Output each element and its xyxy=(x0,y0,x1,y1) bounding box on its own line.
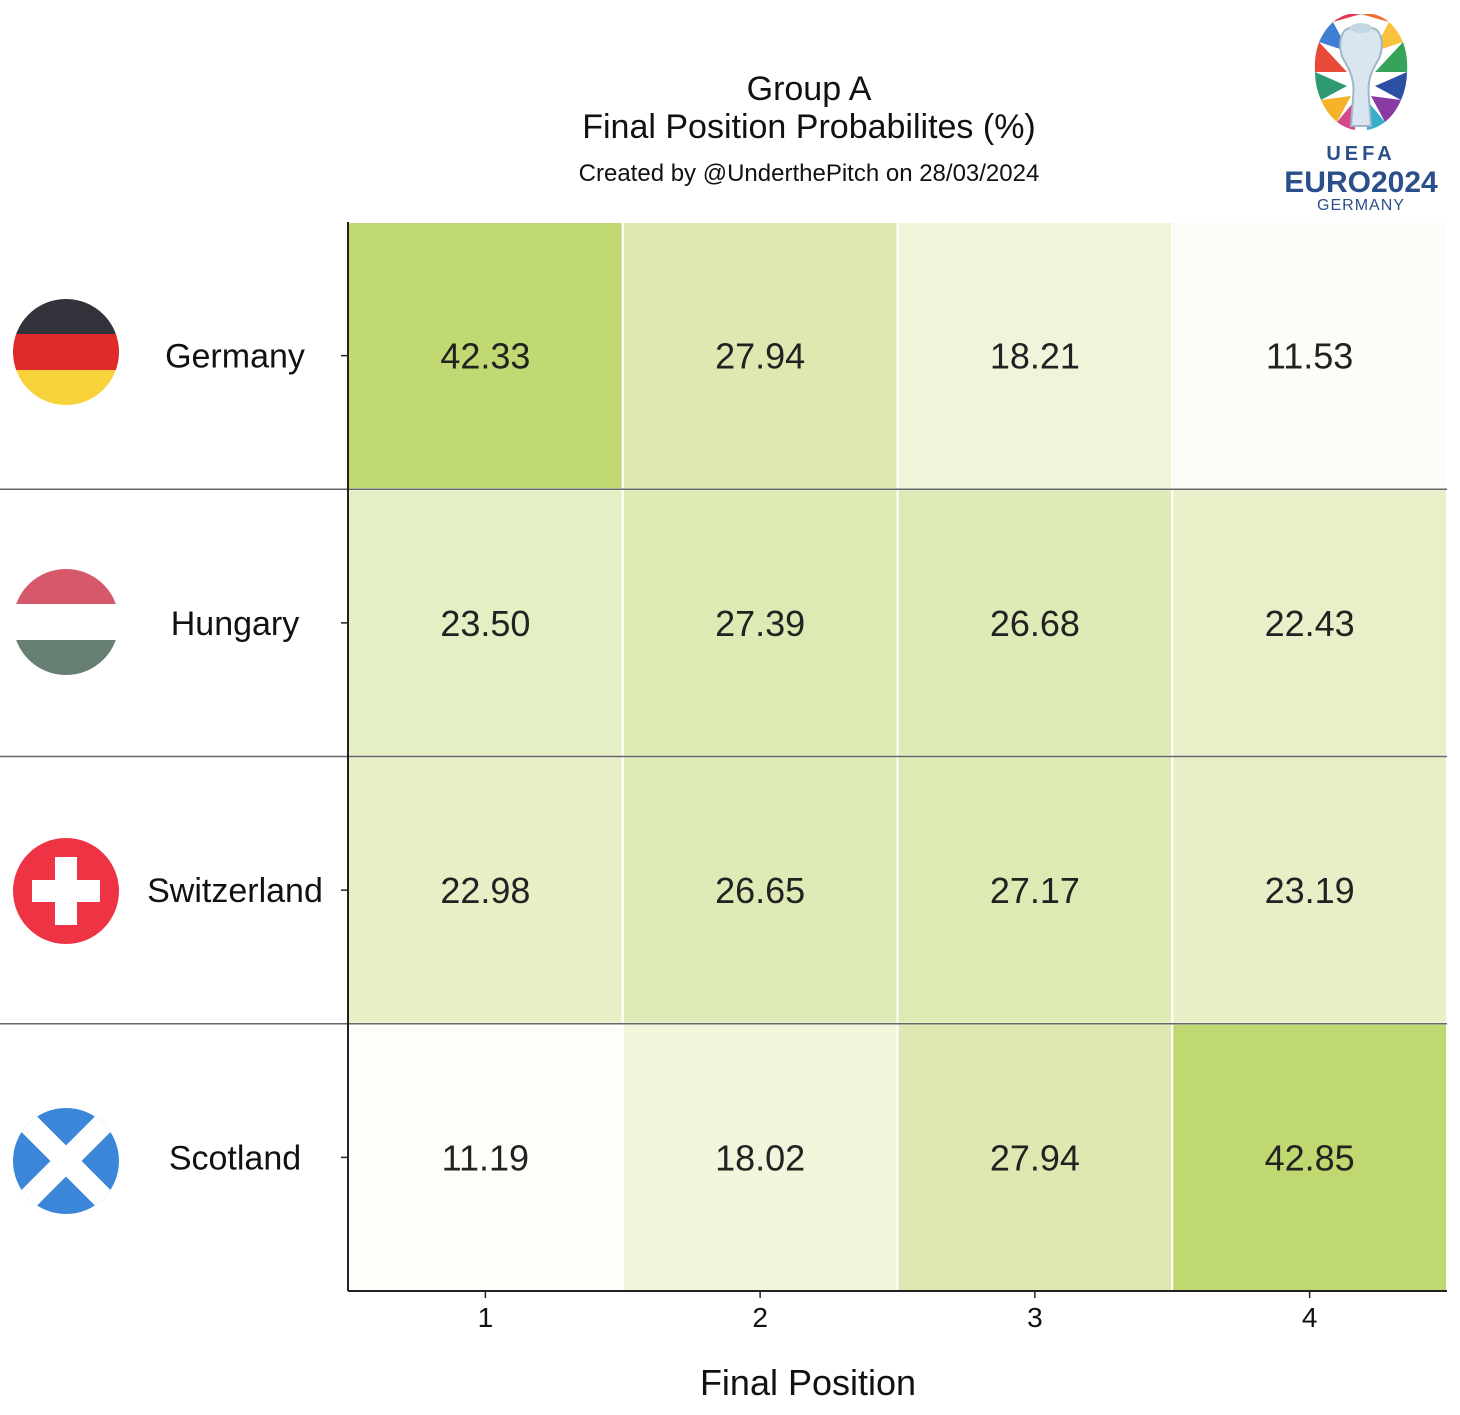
heatmap-cell xyxy=(1171,755,1448,1025)
x-tick-label: 3 xyxy=(1027,1302,1043,1333)
cell-value-label: 42.33 xyxy=(440,336,530,377)
x-tick-label: 1 xyxy=(478,1302,494,1333)
cell-value-label: 11.19 xyxy=(442,1137,529,1178)
cell-value-label: 27.94 xyxy=(715,336,805,377)
cell-value-label: 27.17 xyxy=(990,870,1080,911)
x-tick-label: 4 xyxy=(1302,1302,1318,1333)
x-axis-label: Final Position xyxy=(700,1362,916,1403)
hungary-flag-icon xyxy=(13,569,119,675)
uefa-euro-2024-logo: UEFA EURO2024 GERMANY xyxy=(1284,14,1438,214)
heatmap-cell xyxy=(1171,488,1448,758)
cell-value-label: 26.68 xyxy=(990,603,1080,644)
cell-value-label: 22.98 xyxy=(440,870,530,911)
team-label: Germany xyxy=(165,338,305,376)
cell-value-label: 18.02 xyxy=(715,1137,805,1178)
chart-title: Group A xyxy=(746,70,872,108)
cell-value-label: 42.85 xyxy=(1265,1137,1355,1178)
team-label: Hungary xyxy=(171,605,300,643)
heatmap-cell xyxy=(896,1022,1174,1292)
scotland-flag-icon xyxy=(13,1108,119,1214)
x-tick-label: 2 xyxy=(752,1302,768,1333)
svg-text:GERMANY: GERMANY xyxy=(1317,197,1405,214)
switzerland-flag-icon xyxy=(13,838,119,944)
cell-value-label: 23.19 xyxy=(1265,870,1355,911)
cell-value-label: 23.50 xyxy=(440,603,530,644)
heatmap-cell xyxy=(1171,1022,1448,1292)
heatmap-cell xyxy=(621,1022,899,1292)
chart-credit: Created by @UnderthePitch on 28/03/2024 xyxy=(578,160,1040,187)
heatmap-cell xyxy=(347,1022,624,1292)
svg-text:EURO2024: EURO2024 xyxy=(1284,166,1438,199)
chart-subtitle: Final Position Probabilites (%) xyxy=(582,108,1036,146)
cell-value-label: 27.39 xyxy=(715,603,805,644)
cell-value-label: 27.94 xyxy=(990,1137,1080,1178)
germany-flag-icon xyxy=(13,299,119,405)
cell-value-label: 26.65 xyxy=(715,870,805,911)
team-label: Scotland xyxy=(169,1139,301,1177)
heatmap-cell xyxy=(621,755,899,1025)
team-label: Switzerland xyxy=(147,872,323,910)
cell-value-label: 18.21 xyxy=(990,336,1080,377)
cell-value-label: 11.53 xyxy=(1266,336,1353,377)
heatmap-cell xyxy=(621,488,899,758)
svg-text:UEFA: UEFA xyxy=(1326,143,1395,165)
cell-value-label: 22.43 xyxy=(1265,603,1355,644)
